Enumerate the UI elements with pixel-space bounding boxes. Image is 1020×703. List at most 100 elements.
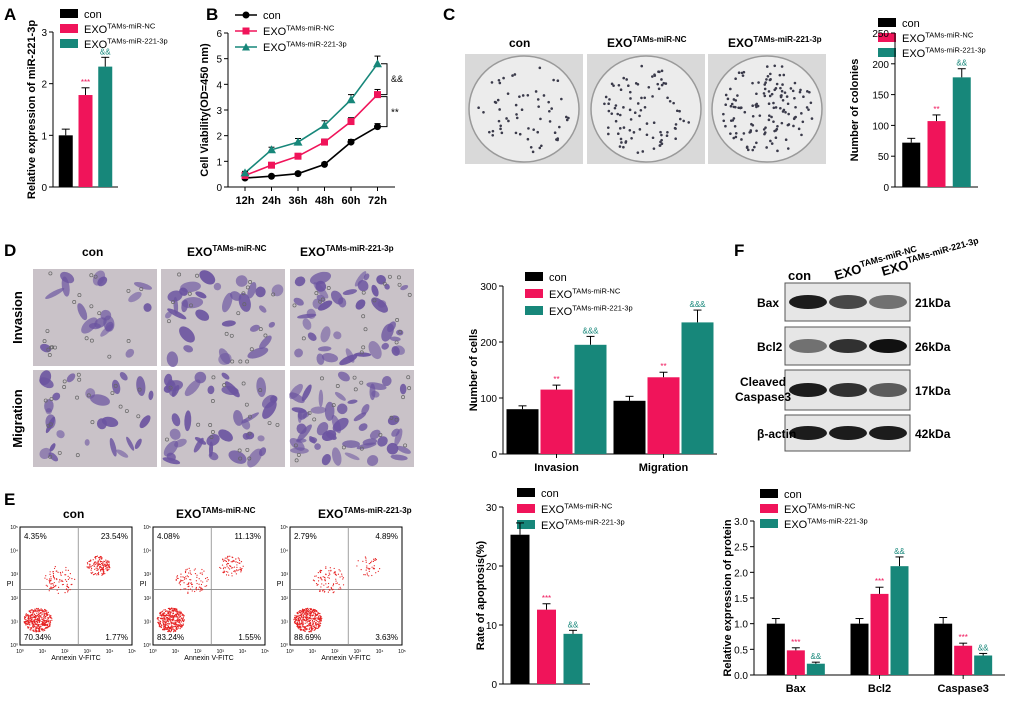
y-tick-label: 0.5 [734, 645, 748, 656]
event-dot [163, 609, 165, 611]
stained-cell [228, 450, 247, 464]
event-dot [327, 576, 329, 578]
event-dot [33, 622, 35, 624]
event-dot [98, 557, 101, 559]
event-dot [232, 556, 234, 559]
event-dot [39, 619, 41, 621]
event-dot [198, 578, 200, 580]
event-dot [230, 565, 232, 567]
event-dot [164, 620, 166, 622]
event-dot [311, 625, 313, 627]
stained-cell [139, 415, 151, 429]
flow-frame [289, 526, 403, 646]
colony [645, 133, 649, 137]
event-dot [169, 615, 171, 617]
pore [361, 314, 366, 319]
chart-F-bars: ***&&Bax***&&Bcl2***&&Caspase3 [766, 547, 993, 695]
pore [236, 311, 241, 316]
colony [538, 66, 542, 70]
stained-cell [306, 308, 316, 319]
event-dot [169, 613, 171, 616]
pore [407, 386, 412, 391]
event-dot [32, 611, 34, 613]
colony [616, 112, 620, 116]
stained-cell [235, 275, 248, 287]
bar [786, 650, 805, 675]
stained-cell [165, 380, 183, 392]
event-dot [239, 567, 241, 569]
y-tick-label: 10² [281, 596, 289, 602]
event-dot [314, 627, 316, 629]
colony [770, 142, 774, 145]
pore [394, 340, 399, 345]
event-dot [180, 612, 182, 614]
event-dot [55, 578, 58, 580]
bar [537, 609, 556, 684]
bar [806, 663, 825, 675]
event-dot [39, 613, 41, 615]
colony [736, 94, 739, 97]
event-dot [24, 616, 26, 618]
event-dot [194, 573, 197, 575]
event-dot [177, 610, 179, 612]
event-dot [34, 620, 36, 622]
event-dot [313, 629, 315, 632]
stained-cell [333, 331, 342, 340]
quadrant-ll: 88.69% [294, 633, 321, 642]
event-dot [193, 569, 195, 571]
event-dot [41, 613, 43, 616]
event-dot [60, 574, 62, 576]
point [347, 118, 355, 126]
stained-cell [49, 443, 56, 452]
blot-band [869, 426, 907, 440]
colony [739, 106, 742, 110]
event-dot [31, 618, 33, 621]
event-dot [309, 619, 311, 622]
event-dot [103, 571, 105, 573]
significance-label: && [391, 74, 403, 84]
event-dot [188, 585, 190, 587]
event-dot [172, 631, 175, 633]
event-dot [48, 626, 50, 628]
y-tick-label: 10² [11, 596, 19, 602]
event-dot [168, 611, 170, 613]
legend-label: EXOTAMs-miR-NC [263, 24, 335, 38]
pore [397, 282, 402, 287]
event-dot [328, 574, 330, 577]
event-dot [40, 623, 42, 626]
event-dot [38, 609, 41, 612]
stained-cell [39, 447, 52, 459]
event-dot [169, 626, 172, 628]
micro-row-label: Invasion [10, 291, 25, 344]
colony [477, 106, 480, 110]
event-dot [328, 589, 330, 591]
event-dot [371, 566, 373, 568]
colony [660, 142, 664, 146]
event-dot [65, 588, 68, 590]
colony [548, 109, 551, 113]
event-dot [181, 619, 184, 621]
y-tick-label: 3.0 [734, 517, 748, 528]
event-dot [171, 628, 173, 631]
colony [506, 92, 510, 95]
event-dot [165, 628, 167, 630]
event-dot [173, 618, 175, 620]
event-dot [294, 622, 296, 624]
event-dot [96, 567, 98, 569]
significance-label: *** [791, 638, 800, 647]
stained-cell [354, 352, 372, 357]
event-dot [302, 609, 304, 611]
stained-cell [394, 428, 403, 446]
colony [729, 119, 733, 122]
y-tick-label: 10³ [281, 572, 289, 578]
stained-cell [342, 440, 360, 448]
event-dot [33, 616, 35, 618]
series-line [244, 94, 379, 177]
colony [619, 137, 623, 141]
event-dot [299, 610, 301, 612]
event-dot [300, 626, 302, 629]
quadrant-ur: 11.13% [234, 532, 261, 541]
event-dot [304, 609, 306, 611]
